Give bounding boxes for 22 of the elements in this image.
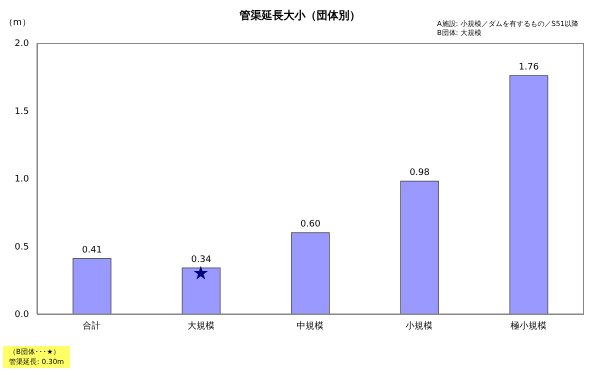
chart-title: 管渠延長大小（団体別） (240, 9, 360, 22)
bar (182, 268, 221, 314)
y-tick-label: 0.0 (14, 310, 30, 320)
data-label: 0.60 (300, 220, 321, 230)
x-tick-label: 大規模 (187, 320, 214, 332)
data-label: 0.98 (410, 168, 430, 178)
x-tick-label: 小規模 (406, 320, 433, 332)
bar (400, 180, 439, 314)
data-label: 0.41 (82, 245, 102, 256)
data-label: 0.34 (191, 254, 212, 265)
bar (291, 232, 330, 314)
bar (509, 75, 548, 314)
x-tick-label: 中規模 (296, 320, 324, 332)
y-tick-label: 2.0 (14, 39, 30, 50)
x-tick-label: 合計 (82, 320, 101, 332)
y-tick-label: 1.0 (14, 174, 30, 185)
x-tick-label: 極小規模 (510, 320, 546, 332)
y-axis-title: （m） (4, 17, 31, 29)
y-tick-label: 0.5 (14, 242, 29, 252)
y-tick-label: 1.5 (14, 106, 29, 117)
bar (72, 258, 112, 314)
data-label: 1.76 (518, 62, 540, 73)
